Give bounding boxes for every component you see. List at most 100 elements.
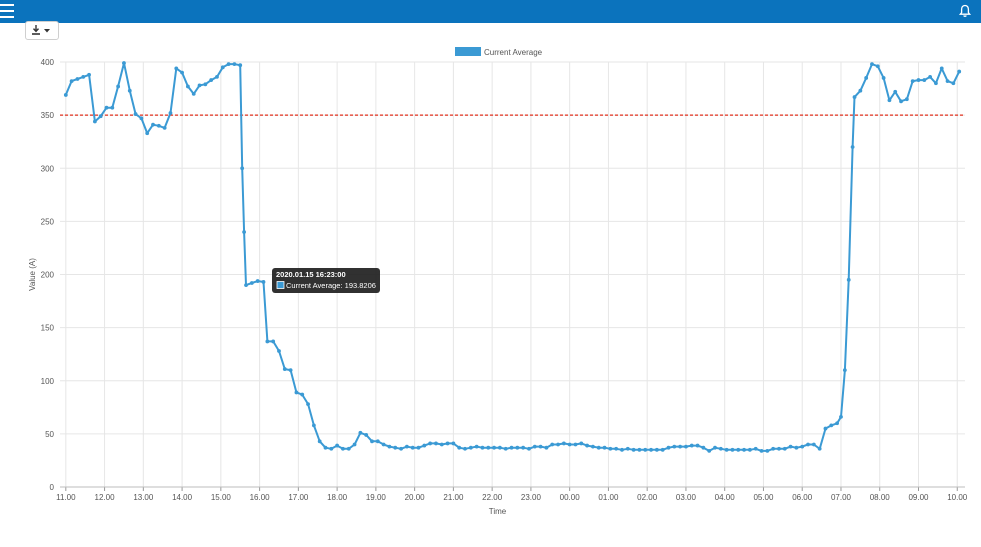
data-point[interactable] <box>352 442 357 447</box>
data-point[interactable] <box>591 444 595 449</box>
data-point[interactable] <box>156 123 161 128</box>
data-point[interactable] <box>782 446 787 451</box>
data-point[interactable] <box>747 447 752 452</box>
data-point[interactable] <box>240 166 245 171</box>
data-point[interactable] <box>730 447 735 452</box>
data-point[interactable] <box>370 439 374 444</box>
data-point[interactable] <box>684 444 688 449</box>
data-point[interactable] <box>145 131 150 136</box>
data-point[interactable] <box>255 279 260 283</box>
data-point[interactable] <box>538 444 543 449</box>
data-point[interactable] <box>829 423 834 428</box>
data-point[interactable] <box>69 79 74 84</box>
data-point[interactable] <box>800 444 805 449</box>
data-point[interactable] <box>777 446 781 451</box>
data-point[interactable] <box>788 444 793 449</box>
data-point[interactable] <box>934 81 938 86</box>
data-point[interactable] <box>817 446 822 451</box>
data-point[interactable] <box>771 446 776 451</box>
data-point[interactable] <box>561 441 566 446</box>
data-point[interactable] <box>341 446 345 451</box>
data-point[interactable] <box>486 445 491 450</box>
data-point[interactable] <box>271 339 276 344</box>
data-point[interactable] <box>282 367 287 371</box>
data-point[interactable] <box>404 444 409 449</box>
data-point[interactable] <box>381 442 386 447</box>
data-point[interactable] <box>951 81 956 86</box>
data-point[interactable] <box>294 390 299 395</box>
hamburger-icon[interactable] <box>0 2 16 20</box>
data-point[interactable] <box>939 66 944 71</box>
data-point[interactable] <box>191 91 196 96</box>
data-point[interactable] <box>806 442 810 447</box>
data-point[interactable] <box>875 64 880 69</box>
data-point[interactable] <box>910 79 915 84</box>
data-point[interactable] <box>335 443 340 448</box>
data-point[interactable] <box>75 77 80 81</box>
data-point[interactable] <box>139 116 144 121</box>
data-point[interactable] <box>503 446 508 451</box>
data-point[interactable] <box>393 445 398 450</box>
data-point[interactable] <box>579 441 584 446</box>
data-point[interactable] <box>238 63 243 68</box>
data-point[interactable] <box>846 277 851 282</box>
data-point[interactable] <box>631 447 636 452</box>
data-point[interactable] <box>63 93 68 97</box>
data-point[interactable] <box>261 280 266 284</box>
data-point[interactable] <box>226 62 231 67</box>
data-point[interactable] <box>839 414 843 419</box>
data-point[interactable] <box>174 66 179 71</box>
data-point[interactable] <box>887 98 892 103</box>
data-point[interactable] <box>707 448 712 453</box>
data-point[interactable] <box>870 62 874 67</box>
data-point[interactable] <box>445 441 450 446</box>
data-point[interactable] <box>527 446 531 451</box>
data-point[interactable] <box>468 445 473 450</box>
data-point[interactable] <box>842 368 847 373</box>
data-point[interactable] <box>311 423 316 428</box>
data-point[interactable] <box>660 447 665 452</box>
data-point[interactable] <box>823 426 828 431</box>
data-point[interactable] <box>127 88 132 93</box>
data-point[interactable] <box>451 441 456 446</box>
data-point[interactable] <box>288 368 293 373</box>
data-point[interactable] <box>899 99 903 104</box>
data-point[interactable] <box>544 445 549 450</box>
data-point[interactable] <box>133 112 138 116</box>
data-point[interactable] <box>550 442 555 447</box>
bell-icon[interactable] <box>957 3 973 19</box>
data-point[interactable] <box>922 78 927 82</box>
data-point[interactable] <box>197 83 202 88</box>
data-point[interactable] <box>713 445 717 450</box>
data-point[interactable] <box>695 443 700 448</box>
legend-label[interactable]: Current Average <box>484 48 543 57</box>
data-point[interactable] <box>515 445 520 450</box>
data-point[interactable] <box>81 74 86 79</box>
data-point[interactable] <box>329 446 334 451</box>
data-point[interactable] <box>116 84 121 89</box>
data-point[interactable] <box>358 430 363 435</box>
data-point[interactable] <box>422 443 427 448</box>
data-point[interactable] <box>637 447 642 452</box>
data-point[interactable] <box>323 445 328 450</box>
data-point[interactable] <box>835 421 839 426</box>
data-point[interactable] <box>858 88 863 93</box>
data-point[interactable] <box>672 444 677 449</box>
data-point[interactable] <box>203 82 208 87</box>
data-point[interactable] <box>567 442 572 447</box>
data-point[interactable] <box>277 349 281 353</box>
data-point[interactable] <box>249 281 254 285</box>
data-point[interactable] <box>168 111 173 115</box>
data-point[interactable] <box>439 442 444 447</box>
data-point[interactable] <box>620 447 624 452</box>
data-point[interactable] <box>521 445 526 450</box>
data-point[interactable] <box>474 444 479 449</box>
data-point[interactable] <box>643 447 648 452</box>
data-point[interactable] <box>364 433 369 437</box>
data-point[interactable] <box>689 443 694 448</box>
data-point[interactable] <box>852 95 857 99</box>
data-point[interactable] <box>608 446 613 451</box>
data-point[interactable] <box>416 445 421 450</box>
data-point[interactable] <box>265 339 270 344</box>
data-point[interactable] <box>151 122 155 127</box>
